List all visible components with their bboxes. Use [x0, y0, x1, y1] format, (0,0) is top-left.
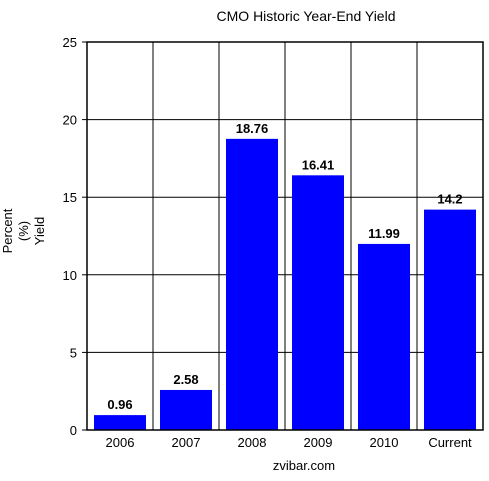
footer-credit: zvibar.com	[273, 458, 335, 473]
y-tick-label: 20	[63, 113, 77, 128]
y-axis-label-line: (%)	[16, 221, 31, 241]
x-tick-labels: 2006 2007 2008 2009 2010 Current	[106, 435, 473, 450]
bar-2006	[94, 415, 146, 430]
y-tick-label: 15	[63, 190, 77, 205]
x-tick-label: 2008	[238, 435, 267, 450]
bar-2010	[358, 243, 410, 430]
x-tick-label: 2007	[172, 435, 201, 450]
bar-value-label: 16.41	[302, 157, 335, 172]
x-tick-label: 2006	[106, 435, 135, 450]
chart-title: CMO Historic Year-End Yield	[217, 8, 396, 24]
bar-value-label: 11.99	[368, 226, 400, 241]
plot-frame	[86, 41, 484, 431]
y-tick-label: 5	[70, 345, 77, 360]
y-tick-label: 0	[70, 423, 77, 438]
bar-current	[424, 209, 476, 430]
x-tick-label: 2009	[304, 435, 333, 450]
grid-lines	[87, 42, 483, 430]
bar-value-label: 2.58	[173, 372, 198, 387]
bar-2009	[292, 175, 344, 430]
bar-value-label: 18.76	[236, 121, 269, 136]
bars	[94, 138, 476, 431]
bar-value-label: 14.2	[437, 192, 462, 207]
y-tick-label: 25	[63, 35, 77, 50]
y-axis-label: Percent (%) Yield	[0, 208, 47, 253]
bar-2007	[160, 389, 212, 430]
y-tick-labels: 0 5 10 15 20 25	[63, 35, 87, 438]
bar-2008	[226, 138, 278, 431]
x-tick-label: 2010	[370, 435, 399, 450]
x-tick-label: Current	[428, 435, 472, 450]
y-tick-label: 10	[63, 268, 77, 283]
y-axis-label-line: Yield	[32, 217, 47, 245]
y-axis-label-line: Percent	[0, 208, 15, 253]
bar-value-label: 0.96	[107, 397, 132, 412]
bar-value-labels: 0.96 2.58 18.76 16.41 11.99 14.2	[107, 121, 462, 412]
